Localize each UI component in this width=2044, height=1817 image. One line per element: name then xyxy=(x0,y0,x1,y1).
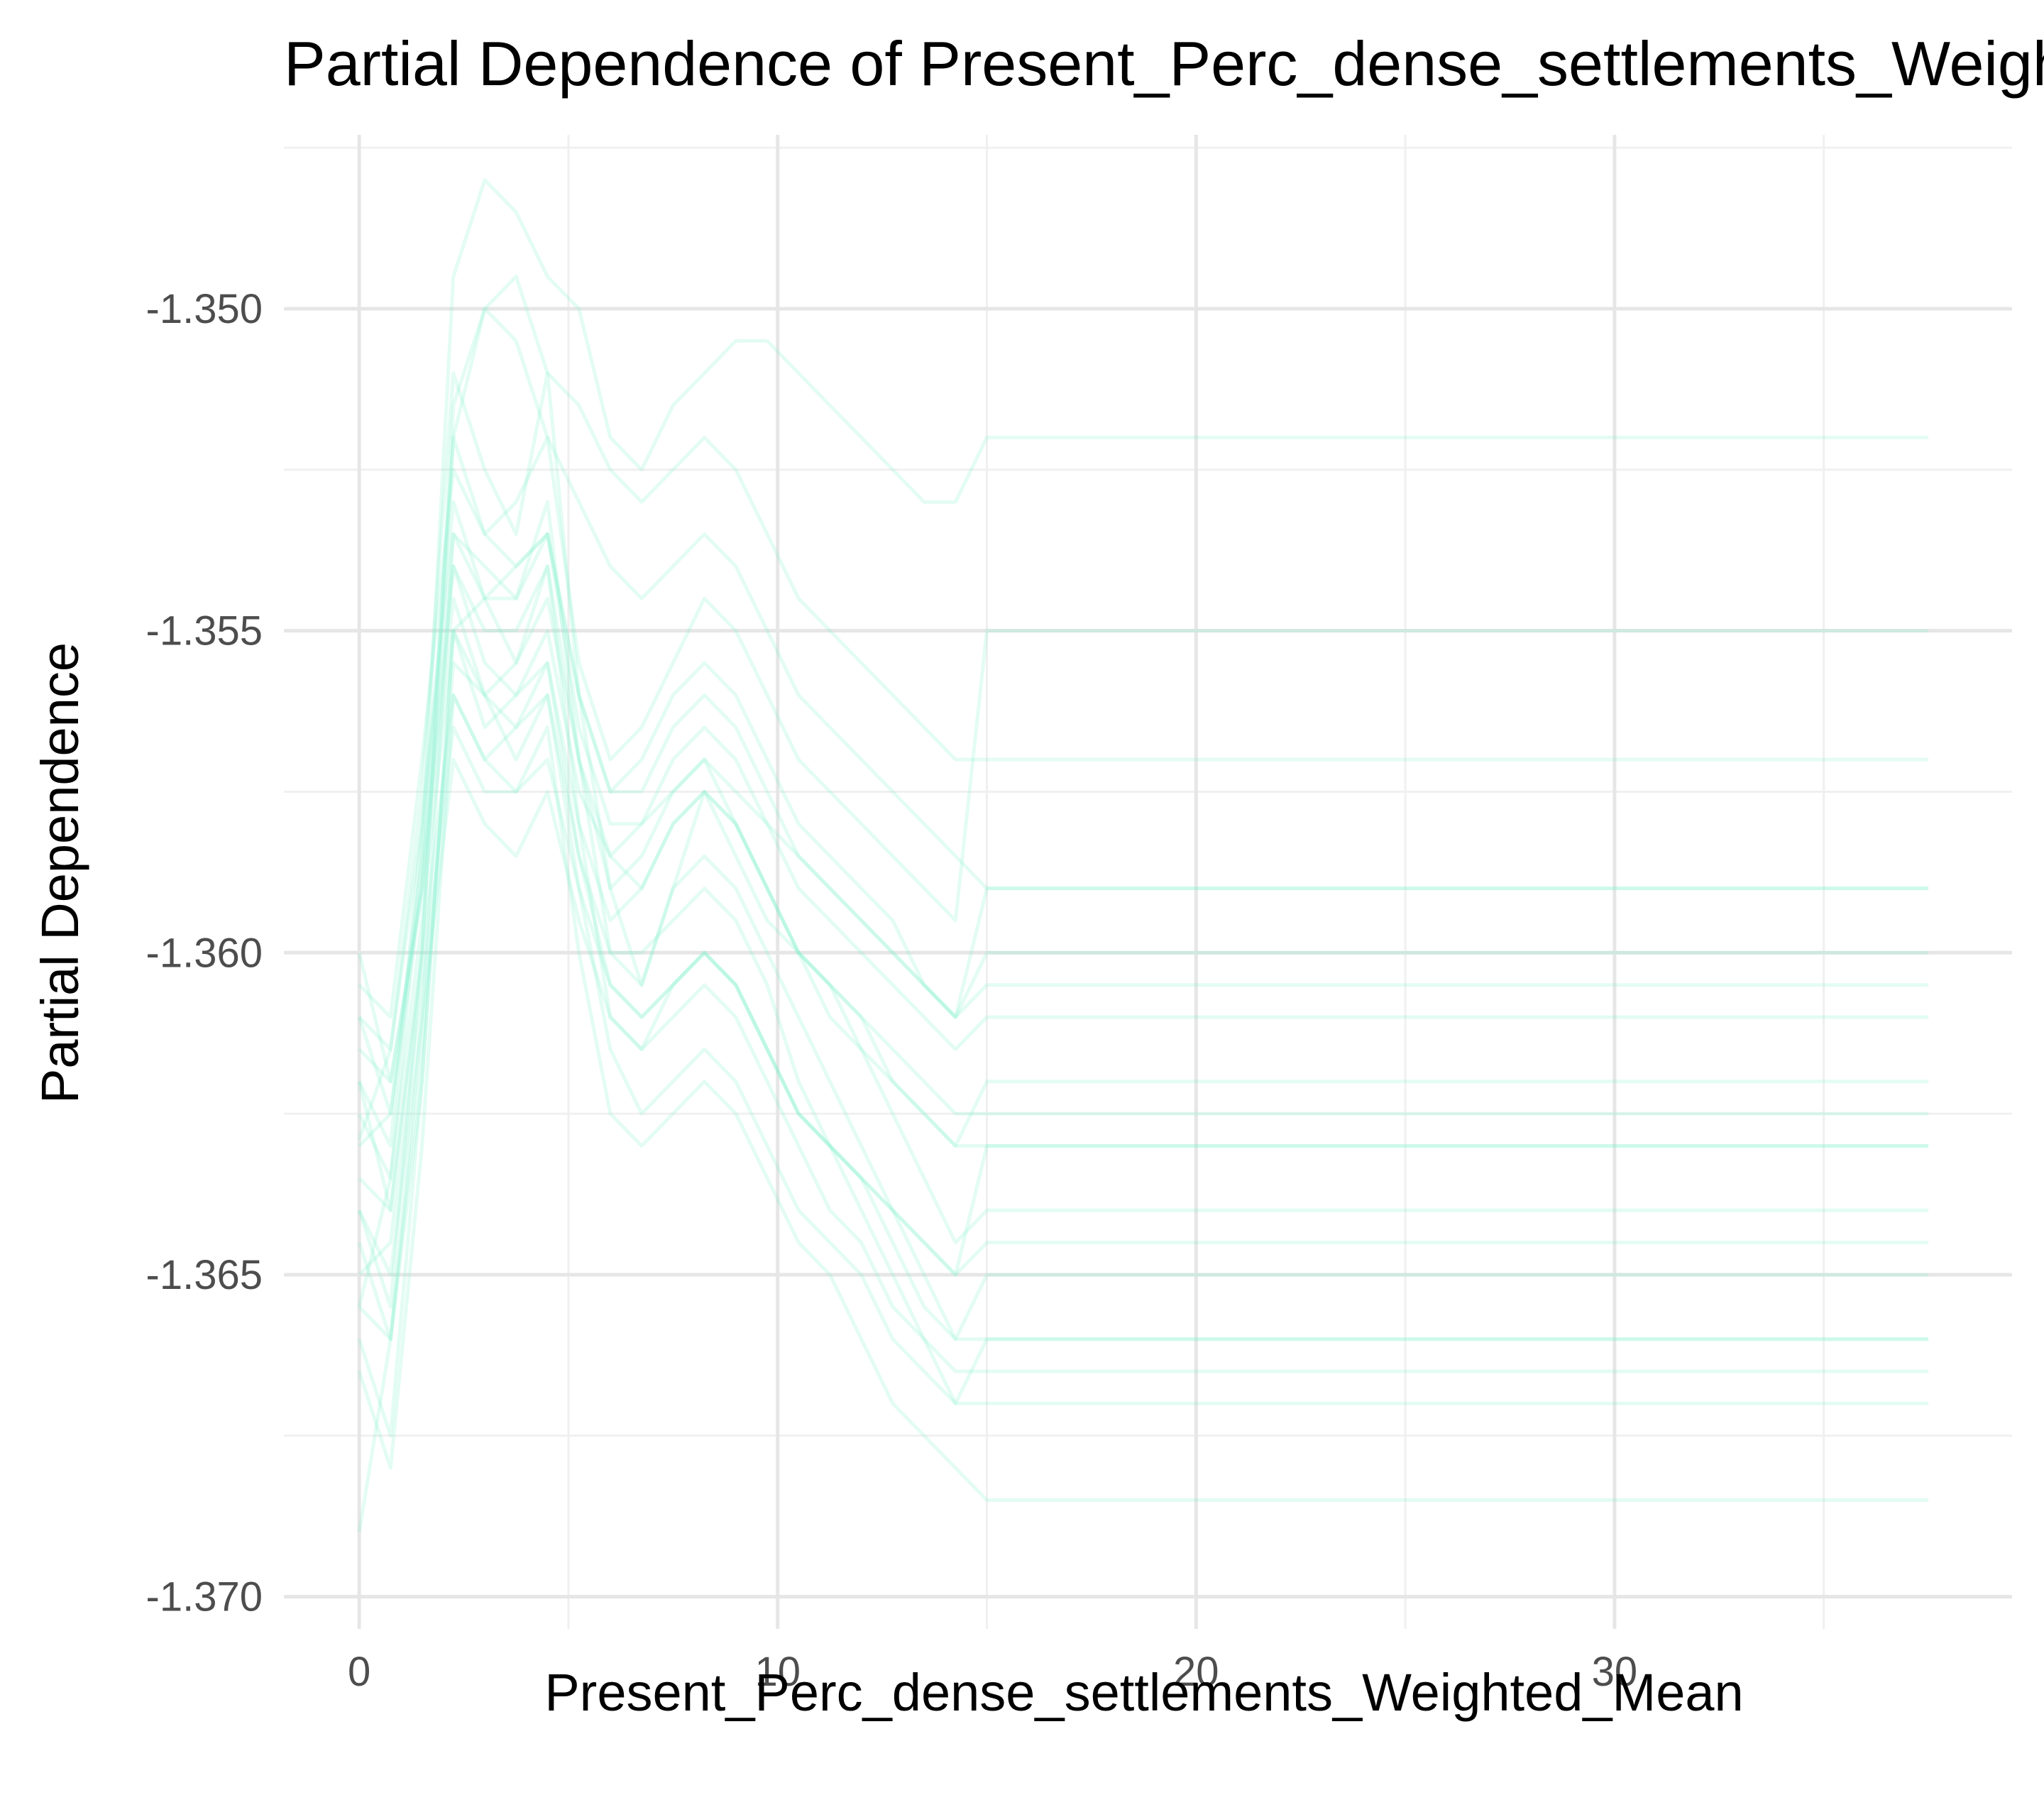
ice-series-line xyxy=(358,564,1929,1148)
ice-series-line xyxy=(357,500,1929,1148)
ice-series-line xyxy=(357,564,1929,1438)
ice-lines xyxy=(357,178,1929,1533)
y-tick-label: -1.370 xyxy=(146,1574,263,1620)
x-tick-label: 10 xyxy=(754,1649,801,1695)
ice-series-line xyxy=(357,564,1929,1148)
ice-series-line xyxy=(357,596,1929,1245)
y-tick-label: -1.360 xyxy=(146,930,263,976)
ice-series-line xyxy=(357,371,1929,1148)
ice-series-line xyxy=(358,435,1929,1084)
ice-series-line xyxy=(357,693,1929,1502)
x-tick-label: 20 xyxy=(1173,1649,1219,1695)
ice-series-line xyxy=(357,500,1929,1405)
ice-series-line xyxy=(358,725,1929,1277)
y-axis-title: Partial Dependence xyxy=(31,642,89,1104)
ice-series-line xyxy=(357,307,1929,1212)
x-tick-label: 30 xyxy=(1592,1649,1638,1695)
y-tick-label: -1.350 xyxy=(146,286,263,332)
ice-series-line xyxy=(358,468,1929,1019)
grid xyxy=(284,135,2012,1629)
y-tick-label: -1.365 xyxy=(146,1252,263,1298)
ice-series-line xyxy=(357,178,1929,1307)
ice-series-line xyxy=(357,757,1929,1373)
x-tick-label: 0 xyxy=(348,1649,370,1695)
x-axis-title: Present_Perc_dense_settlements_Weighted_… xyxy=(544,1663,1743,1722)
y-tick-labels: -1.370 -1.365 -1.360 -1.355 -1.350 xyxy=(146,286,263,1620)
ice-series-line xyxy=(358,532,1929,1051)
ice-series-line xyxy=(358,661,1929,1341)
ice-series-line xyxy=(357,629,1929,1180)
chart-title: Partial Dependence of Present_Perc_dense… xyxy=(284,28,2044,99)
ice-series-line xyxy=(357,629,1929,1533)
ice-series-line xyxy=(357,275,1929,1309)
y-tick-label: -1.355 xyxy=(146,608,263,654)
x-tick-labels: 0 10 20 30 xyxy=(348,1649,1637,1695)
ice-series-line xyxy=(358,693,1929,1341)
